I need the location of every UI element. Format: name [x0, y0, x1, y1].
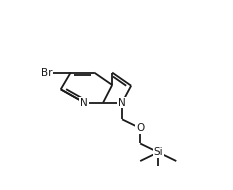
Text: N: N [118, 97, 126, 108]
Text: O: O [136, 123, 144, 133]
Text: N: N [80, 97, 88, 108]
Text: Si: Si [153, 147, 163, 157]
Text: Br: Br [41, 67, 52, 78]
